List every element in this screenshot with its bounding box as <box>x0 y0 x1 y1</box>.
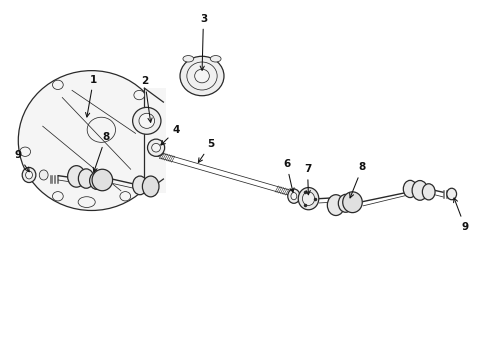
Ellipse shape <box>327 195 344 216</box>
Ellipse shape <box>68 166 85 187</box>
Ellipse shape <box>302 192 315 206</box>
Ellipse shape <box>143 176 159 197</box>
Ellipse shape <box>422 184 435 200</box>
Ellipse shape <box>92 169 113 191</box>
Ellipse shape <box>133 107 161 134</box>
Ellipse shape <box>52 192 63 201</box>
Text: 4: 4 <box>161 125 180 145</box>
Text: 3: 3 <box>200 14 207 70</box>
Ellipse shape <box>210 55 221 62</box>
Ellipse shape <box>134 90 145 100</box>
Ellipse shape <box>22 167 36 183</box>
Text: 7: 7 <box>304 164 311 195</box>
Ellipse shape <box>412 180 428 200</box>
Ellipse shape <box>39 170 48 180</box>
Ellipse shape <box>133 176 147 195</box>
Ellipse shape <box>78 169 94 188</box>
Ellipse shape <box>152 147 163 156</box>
Ellipse shape <box>18 71 165 211</box>
Ellipse shape <box>90 172 103 189</box>
Ellipse shape <box>403 180 417 198</box>
Ellipse shape <box>20 147 30 156</box>
Ellipse shape <box>139 113 155 129</box>
Ellipse shape <box>120 192 131 201</box>
Text: 2: 2 <box>141 76 152 122</box>
Ellipse shape <box>447 188 457 200</box>
Ellipse shape <box>347 194 360 210</box>
Text: 8: 8 <box>350 162 366 198</box>
Ellipse shape <box>147 139 165 156</box>
Text: 9: 9 <box>14 150 29 172</box>
Text: 1: 1 <box>86 75 97 117</box>
Ellipse shape <box>288 189 300 203</box>
Ellipse shape <box>187 62 217 90</box>
Ellipse shape <box>298 188 319 210</box>
Ellipse shape <box>338 194 353 212</box>
Text: 9: 9 <box>454 198 468 231</box>
Ellipse shape <box>152 143 160 152</box>
Ellipse shape <box>183 55 194 62</box>
Ellipse shape <box>195 69 209 83</box>
Text: 6: 6 <box>283 159 294 192</box>
Text: 5: 5 <box>198 139 215 162</box>
Ellipse shape <box>291 193 297 200</box>
Ellipse shape <box>343 192 362 213</box>
Text: 8: 8 <box>93 132 109 172</box>
Ellipse shape <box>180 56 224 96</box>
Bar <box>145 88 166 193</box>
Ellipse shape <box>25 171 32 179</box>
Ellipse shape <box>78 197 95 207</box>
Ellipse shape <box>52 80 63 90</box>
